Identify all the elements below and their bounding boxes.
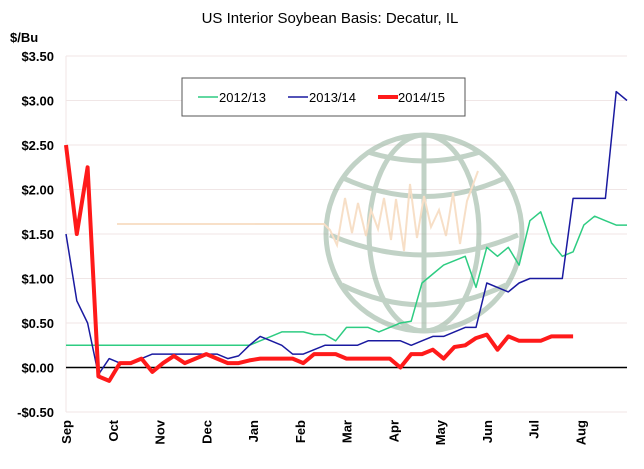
x-tick-label: Feb: [293, 420, 308, 443]
y-tick-label: $3.00: [21, 94, 54, 109]
x-tick-label: May: [433, 419, 448, 445]
y-tick-label: $0.00: [21, 361, 54, 376]
y-tick-label: $2.50: [21, 138, 54, 153]
y-tick-label: $0.50: [21, 316, 54, 331]
y-tick-label: -$0.50: [17, 405, 54, 420]
legend-label-2014-15: 2014/15: [398, 90, 445, 105]
x-tick-label: Mar: [340, 420, 355, 443]
x-tick-label: Apr: [386, 420, 401, 442]
x-tick-label: Sep: [59, 420, 74, 444]
x-tick-label: Jan: [246, 420, 261, 442]
x-tick-label: Aug: [573, 420, 588, 445]
x-tick-label: Dec: [199, 420, 214, 444]
y-axis-label: $/Bu: [10, 30, 38, 45]
y-tick-label: $1.00: [21, 272, 54, 287]
y-tick-label: $1.50: [21, 227, 54, 242]
y-tick-label: $2.00: [21, 183, 54, 198]
x-tick-label: Oct: [106, 419, 121, 441]
legend: 2012/13 2013/14 2014/15: [181, 77, 466, 117]
x-tick-label: Nov: [153, 419, 168, 444]
legend-label-2013-14: 2013/14: [309, 90, 356, 105]
chart-title: US Interior Soybean Basis: Decatur, IL: [202, 10, 459, 27]
series-line-2013-14: [65, 90, 628, 376]
globe-watermark-logo: [117, 132, 525, 334]
series-line-2014-15: [64, 144, 574, 383]
x-tick-label: Jun: [480, 420, 495, 443]
series-line-2012-13: [66, 211, 627, 347]
y-tick-label: $3.50: [21, 49, 54, 64]
x-tick-label: Jul: [527, 420, 542, 439]
legend-label-2012-13: 2012/13: [219, 90, 266, 105]
